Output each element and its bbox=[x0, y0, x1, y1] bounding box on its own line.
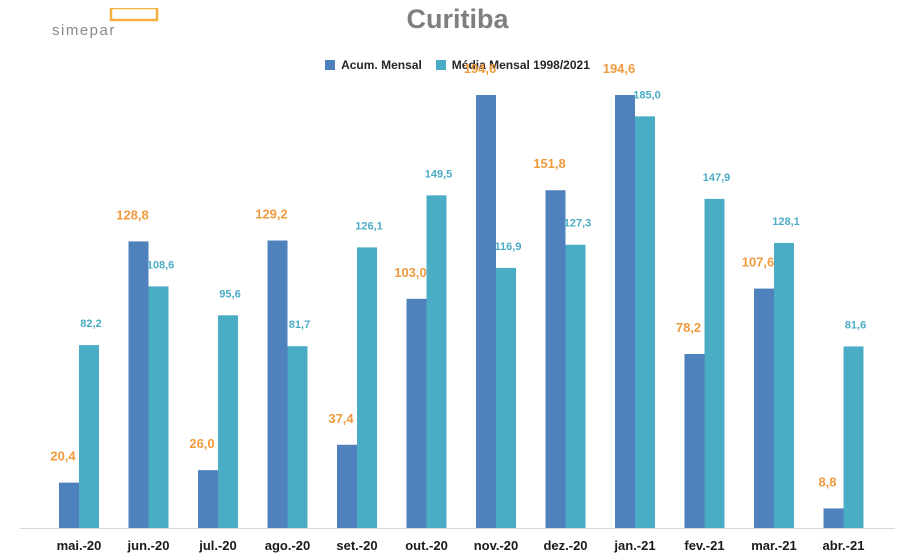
bar-acum-10 bbox=[754, 288, 774, 528]
bar-media-3 bbox=[287, 346, 308, 528]
bar-media-0 bbox=[79, 345, 99, 528]
label-acum-4: 37,4 bbox=[328, 411, 354, 426]
label-acum-1: 128,8 bbox=[116, 207, 149, 222]
bar-media-9 bbox=[704, 198, 725, 528]
label-media-9: 147,9 bbox=[703, 172, 731, 184]
bar-media-5 bbox=[426, 195, 447, 528]
label-media-11: 81,6 bbox=[845, 319, 866, 331]
label-media-8: 185,0 bbox=[633, 89, 661, 101]
bar-acum-7 bbox=[545, 190, 566, 529]
x-tick-label-4: set.-20 bbox=[336, 538, 377, 553]
x-tick-label-7: dez.-20 bbox=[543, 538, 587, 553]
bar-acum-5 bbox=[406, 298, 427, 528]
label-media-2: 95,6 bbox=[219, 288, 240, 300]
x-tick-label-2: jul.-20 bbox=[198, 538, 237, 553]
legend-item-media: Média Mensal 1998/2021 bbox=[435, 58, 590, 72]
x-tick-label-1: jun.-20 bbox=[127, 538, 170, 553]
bar-acum-8 bbox=[615, 95, 635, 528]
bar-media-6 bbox=[496, 267, 516, 528]
simepar-logo: simepar bbox=[52, 8, 162, 40]
chart-legend: Acum. Mensal Média Mensal 1998/2021 bbox=[0, 58, 915, 72]
chart-title: Curitiba bbox=[406, 4, 509, 34]
x-tick-label-10: mar.-21 bbox=[751, 538, 797, 553]
label-acum-2: 26,0 bbox=[189, 436, 214, 451]
label-media-6: 116,9 bbox=[495, 241, 522, 253]
bar-acum-9 bbox=[684, 353, 705, 528]
label-acum-9: 78,2 bbox=[676, 320, 701, 335]
legend-label-media: Média Mensal 1998/2021 bbox=[451, 58, 590, 72]
bar-acum-3 bbox=[267, 240, 288, 529]
label-acum-11: 8,8 bbox=[818, 474, 836, 489]
x-tick-label-9: fev.-21 bbox=[684, 538, 724, 553]
legend-label-acum: Acum. Mensal bbox=[341, 58, 422, 72]
bar-acum-4 bbox=[337, 444, 357, 528]
logo-mark-icon bbox=[109, 8, 159, 22]
label-media-4: 126,1 bbox=[355, 220, 383, 232]
bar-acum-0 bbox=[59, 482, 79, 528]
x-tick-label-8: jan.-21 bbox=[613, 538, 655, 553]
label-media-3: 81,7 bbox=[289, 319, 310, 331]
x-tick-label-0: mai.-20 bbox=[57, 538, 102, 553]
label-acum-6: 194,6 bbox=[464, 61, 497, 76]
label-acum-7: 151,8 bbox=[533, 156, 566, 171]
label-acum-10: 107,6 bbox=[742, 255, 775, 270]
label-media-5: 149,5 bbox=[425, 168, 453, 180]
bar-acum-6 bbox=[476, 95, 496, 528]
bar-media-10 bbox=[774, 242, 794, 528]
x-tick-label-3: ago.-20 bbox=[265, 538, 311, 553]
x-tick-label-5: out.-20 bbox=[405, 538, 448, 553]
legend-swatch-acum bbox=[325, 60, 336, 70]
label-media-0: 82,2 bbox=[80, 318, 101, 330]
x-tick-label-6: nov.-20 bbox=[474, 538, 519, 553]
label-acum-3: 129,2 bbox=[255, 207, 288, 222]
bar-media-11 bbox=[843, 346, 864, 528]
bar-media-2 bbox=[218, 315, 238, 528]
bar-media-4 bbox=[357, 247, 377, 528]
label-media-10: 128,1 bbox=[772, 216, 800, 228]
label-media-7: 127,3 bbox=[564, 218, 592, 230]
legend-item-acum: Acum. Mensal bbox=[325, 58, 422, 72]
x-tick-label-11: abr.-21 bbox=[823, 538, 865, 553]
label-acum-0: 20,4 bbox=[50, 449, 76, 464]
bar-media-1 bbox=[148, 286, 169, 528]
label-media-1: 108,6 bbox=[147, 259, 175, 271]
legend-swatch-media bbox=[435, 60, 446, 70]
bar-acum-2 bbox=[198, 470, 218, 528]
bar-acum-1 bbox=[128, 241, 149, 528]
label-acum-5: 103,0 bbox=[394, 265, 427, 280]
bar-media-8 bbox=[635, 116, 655, 528]
logo-text: simepar bbox=[52, 22, 116, 39]
bar-media-7 bbox=[565, 244, 586, 528]
bar-acum-11 bbox=[823, 508, 844, 528]
label-acum-8: 194,6 bbox=[603, 61, 636, 76]
